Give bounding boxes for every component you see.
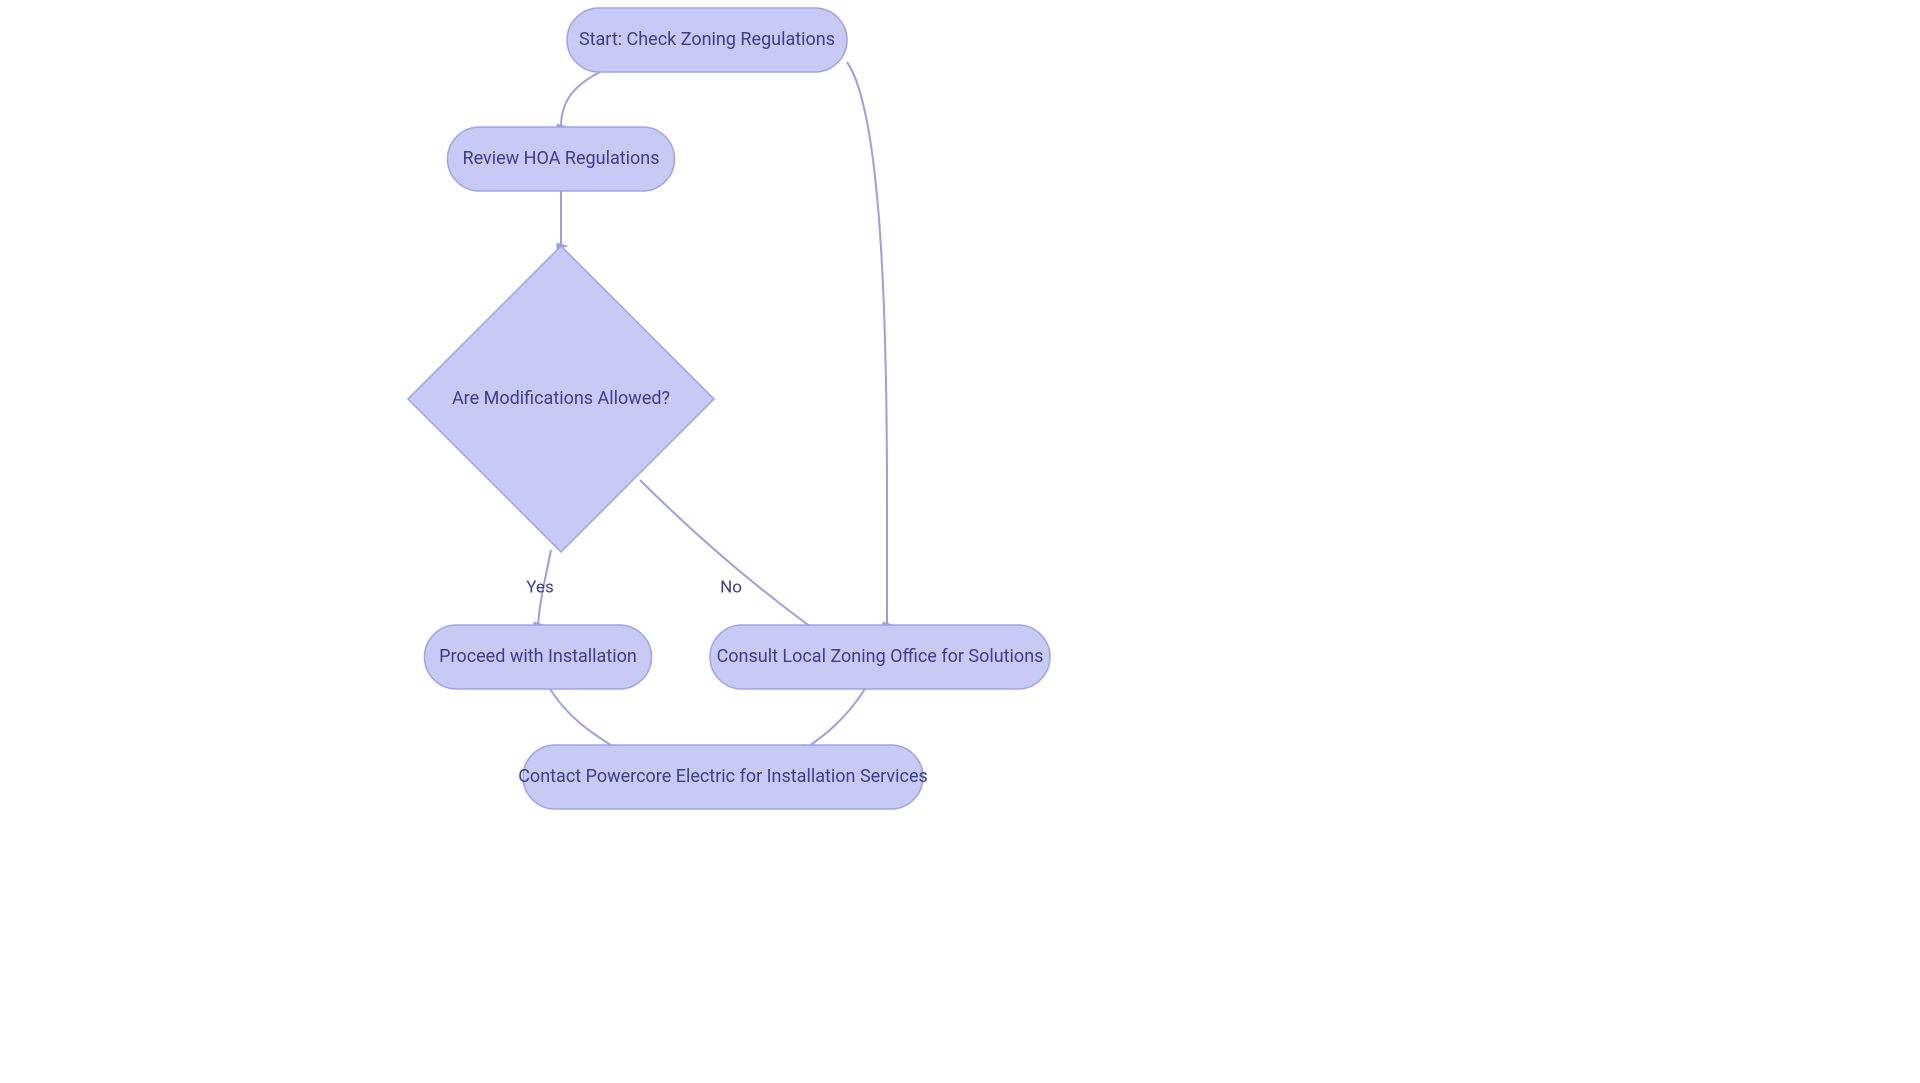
node-contact: Contact Powercore Electric for Installat… [518, 745, 928, 809]
node-label: Are Modifications Allowed? [452, 388, 670, 409]
node-label: Consult Local Zoning Office for Solution… [717, 646, 1044, 667]
node-consult: Consult Local Zoning Office for Solution… [710, 625, 1050, 689]
edge-labels-group: Yes No [526, 577, 742, 597]
edge-start-consult [847, 62, 887, 625]
node-label: Start: Check Zoning Regulations [579, 29, 835, 50]
nodes-group: Start: Check Zoning Regulations Review HO… [408, 8, 1050, 809]
edge-proceed-contact [550, 689, 617, 749]
edge-consult-contact [805, 689, 865, 749]
edge-label-no: No [720, 577, 742, 597]
node-proceed: Proceed with Installation [425, 625, 652, 689]
edge-label-yes: Yes [526, 577, 553, 597]
edge-decision-consult [640, 480, 815, 630]
flowchart-canvas: Start: Check Zoning Regulations Review HO… [0, 0, 1920, 1083]
node-label: Proceed with Installation [439, 646, 637, 667]
edge-start-review [561, 72, 600, 127]
node-review: Review HOA Regulations [448, 127, 675, 191]
node-label: Review HOA Regulations [463, 148, 660, 169]
node-label: Contact Powercore Electric for Installat… [518, 766, 928, 787]
node-start: Start: Check Zoning Regulations [567, 8, 847, 72]
